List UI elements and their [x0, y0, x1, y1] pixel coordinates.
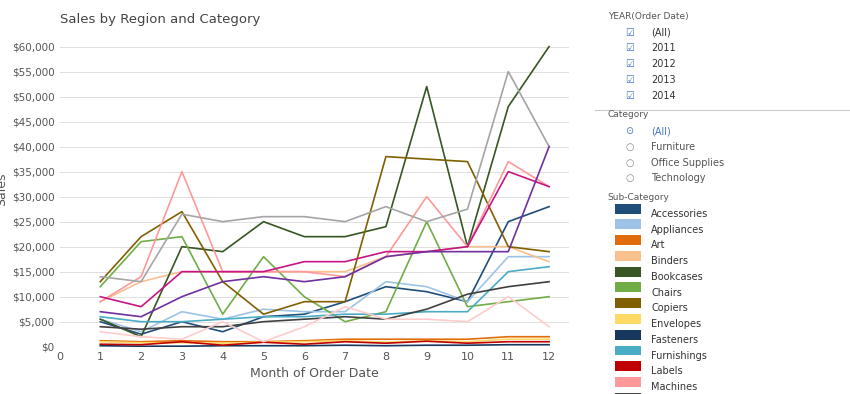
Text: ○: ○ — [626, 158, 634, 167]
Text: 2011: 2011 — [651, 43, 676, 53]
Text: (All): (All) — [651, 126, 671, 136]
Text: Copiers: Copiers — [651, 303, 688, 313]
Text: Office Supplies: Office Supplies — [651, 158, 724, 167]
FancyBboxPatch shape — [615, 393, 641, 394]
FancyBboxPatch shape — [615, 251, 641, 261]
Text: Sales by Region and Category: Sales by Region and Category — [60, 13, 260, 26]
Y-axis label: Sales: Sales — [0, 172, 8, 206]
Text: 2014: 2014 — [651, 91, 676, 100]
Text: Technology: Technology — [651, 173, 706, 183]
FancyBboxPatch shape — [615, 361, 641, 371]
Text: Binders: Binders — [651, 256, 688, 266]
FancyBboxPatch shape — [615, 314, 641, 324]
Text: ☑: ☑ — [626, 43, 634, 53]
Text: Accessories: Accessories — [651, 209, 708, 219]
Text: Bookcases: Bookcases — [651, 272, 703, 282]
Text: Art: Art — [651, 240, 666, 250]
Text: Envelopes: Envelopes — [651, 319, 701, 329]
Text: Furnishings: Furnishings — [651, 351, 707, 361]
Text: (All): (All) — [651, 28, 671, 37]
Text: Fasteners: Fasteners — [651, 335, 698, 345]
X-axis label: Month of Order Date: Month of Order Date — [250, 367, 379, 380]
Text: 2013: 2013 — [651, 75, 676, 85]
Text: ☑: ☑ — [626, 59, 634, 69]
FancyBboxPatch shape — [615, 377, 641, 387]
Text: Furniture: Furniture — [651, 142, 695, 152]
Text: ⊙: ⊙ — [626, 126, 634, 136]
Text: ☑: ☑ — [626, 91, 634, 100]
FancyBboxPatch shape — [615, 298, 641, 308]
Text: Appliances: Appliances — [651, 225, 705, 234]
Text: ☑: ☑ — [626, 28, 634, 37]
Text: ○: ○ — [626, 173, 634, 183]
FancyBboxPatch shape — [615, 219, 641, 229]
Text: ○: ○ — [626, 142, 634, 152]
FancyBboxPatch shape — [615, 330, 641, 340]
Text: Chairs: Chairs — [651, 288, 682, 297]
FancyBboxPatch shape — [615, 267, 641, 277]
Text: Category: Category — [608, 110, 649, 119]
FancyBboxPatch shape — [615, 235, 641, 245]
Text: ☑: ☑ — [626, 75, 634, 85]
Text: Labels: Labels — [651, 366, 683, 376]
FancyBboxPatch shape — [615, 346, 641, 355]
Text: Machines: Machines — [651, 382, 697, 392]
FancyBboxPatch shape — [615, 204, 641, 214]
Text: 2012: 2012 — [651, 59, 676, 69]
Text: YEAR(Order Date): YEAR(Order Date) — [608, 12, 689, 21]
FancyBboxPatch shape — [615, 282, 641, 292]
Text: Sub-Category: Sub-Category — [608, 193, 670, 202]
